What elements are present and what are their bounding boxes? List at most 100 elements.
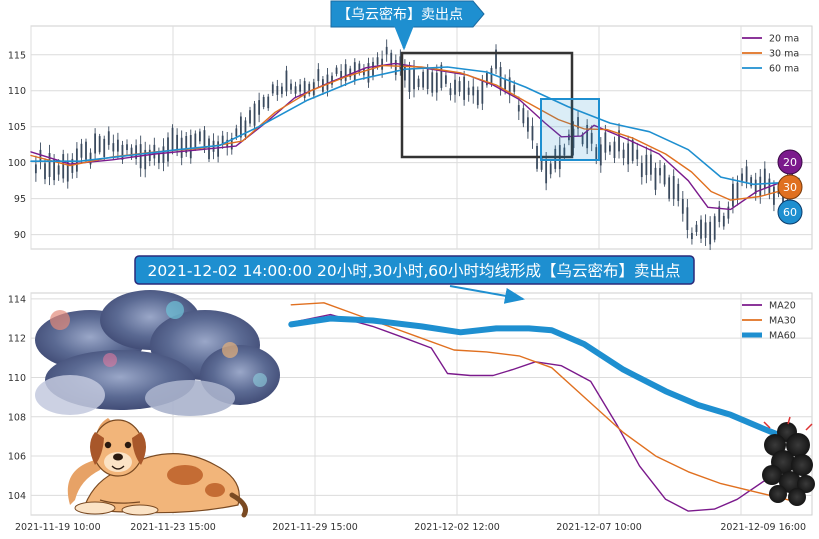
candle-body [340,71,343,81]
candle-body [422,71,425,88]
candle-body [116,139,119,152]
candle-body [681,198,684,214]
candle-body [604,132,607,153]
bottom-callout-text: 2021-12-02 14:00:00 20小时,30小时,60小时均线形成【乌… [147,262,680,280]
bottom-callout: 2021-12-02 14:00:00 20小时,30小时,60小时均线形成【乌… [134,255,695,304]
pattern-box-blue [540,98,600,161]
candle-body [504,79,507,90]
candle-body [650,154,652,175]
y-tick-label: 110 [8,373,26,384]
legend-label: 60 ma [769,64,799,75]
candle-body [513,85,516,92]
candle-body [299,84,302,92]
candle-body [622,149,625,159]
y-tick-label: 106 [8,452,26,463]
candle-body [732,183,734,207]
top-ma-lines [30,62,800,211]
candle-body [385,46,388,55]
candle-body [773,186,775,205]
candle-body [107,131,110,145]
candle-body [727,206,730,219]
candle-body [609,145,611,152]
candle-body [271,84,274,94]
candle-body [267,96,270,109]
candle-body [344,64,347,82]
y-tick-label: 110 [8,86,26,97]
top-legend: 20 ma 30 ma 60 ma [742,34,799,75]
candle-body [458,81,461,92]
candle-body [531,125,534,141]
candle-body [654,167,657,190]
legend-label: MA60 [769,331,796,342]
candle-body [112,143,115,152]
candle-body [217,141,220,157]
candle-body [335,67,338,74]
candle-body [599,144,602,166]
candle-body [326,74,329,90]
candle-body [198,131,201,142]
candle-body [404,66,406,81]
candle-body [358,63,361,73]
candle-body [157,153,160,164]
legend-label: 20 ma [769,34,799,45]
candle-body [426,69,429,89]
candle-body [39,149,42,162]
candle-body [445,75,447,84]
x-tick-label: 2021-12-09 16:00 [720,522,806,533]
candle-body [481,81,484,104]
candle-body [85,141,87,160]
candle-body [431,72,434,93]
candle-body [390,52,393,66]
candle-body [189,135,192,159]
candle-body [722,215,725,227]
top-price-panel: 90 95 100 105 110 115 20 ma 30 ma 60 ma 20 30 6… [8,0,813,251]
candle-body [203,130,206,149]
candle-body [472,86,475,96]
candle-body [253,103,256,126]
candle-body [454,79,456,95]
bottom-y-axis: 104 106 108 110 112 114 [8,294,26,501]
candle-body [413,68,415,90]
candle-body [308,83,311,95]
candle-body [276,85,279,95]
candle-body [486,73,488,86]
candle-body [759,176,762,197]
candle-body [262,96,265,107]
candle-body [499,67,502,91]
ma20-badge: 20 [777,149,803,175]
candle-body [408,68,411,92]
candle-body [363,68,365,76]
candle-body [495,49,497,69]
candle-body [613,141,616,159]
x-tick-label: 2021-11-23 15:00 [130,522,216,533]
candle-body [94,133,97,154]
candle-body [126,144,128,151]
y-tick-label: 90 [14,230,26,241]
x-tick-label: 2021-12-02 12:00 [414,522,500,533]
candle-body [467,87,470,95]
candle-body [677,183,680,201]
candle-body [349,68,352,78]
candle-body [66,160,69,182]
candle-body [522,108,525,124]
legend-label: MA30 [769,316,796,327]
candlestick-series [34,39,794,251]
dog-illustration-icon [67,418,248,518]
candle-body [89,152,92,165]
candle-body [167,137,169,162]
x-tick-label: 2021-11-19 10:00 [15,522,101,533]
candle-body [144,149,147,170]
y-tick-label: 115 [8,50,26,61]
black-smoke-icon [762,416,815,506]
ma30-badge-label: 30 [783,181,797,194]
candle-body [590,132,593,144]
bottom-legend: MA20 MA30 MA60 [742,301,796,342]
top-callout: 【乌云密布】卖出点 [330,0,485,51]
candle-body [695,224,698,233]
candle-body [194,133,197,148]
legend-label: MA20 [769,301,796,312]
candle-body [663,165,666,185]
candle-body [517,105,520,112]
candle-body [686,207,689,231]
candle-body [554,148,557,169]
